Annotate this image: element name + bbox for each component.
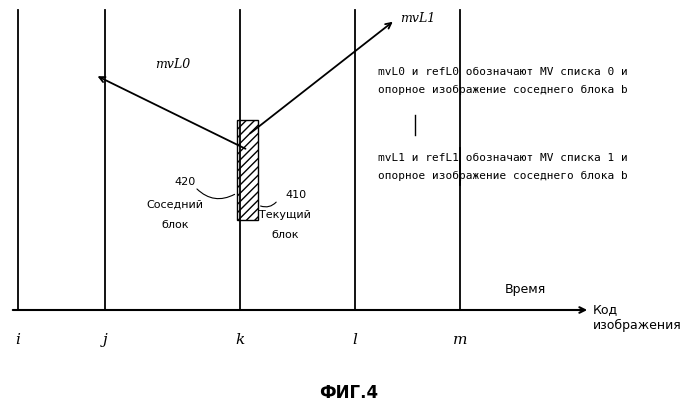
Text: изображения: изображения: [593, 318, 682, 332]
Bar: [237, 120, 258, 220]
Text: i: i: [15, 333, 20, 347]
Text: k: k: [235, 333, 244, 347]
Text: Время: Время: [505, 283, 547, 297]
Text: mvL1: mvL1: [400, 12, 436, 24]
Text: 410: 410: [285, 190, 306, 200]
Text: Соседний: Соседний: [147, 200, 204, 210]
Text: mvL1 и refL1 обозначают MV списка 1 и: mvL1 и refL1 обозначают MV списка 1 и: [378, 153, 628, 163]
Text: m: m: [453, 333, 467, 347]
Text: mvL0: mvL0: [155, 59, 191, 72]
Text: l: l: [352, 333, 357, 347]
Text: опорное изображение соседнего блока b: опорное изображение соседнего блока b: [378, 85, 628, 95]
Text: Текущий: Текущий: [259, 210, 311, 220]
Text: 420: 420: [174, 177, 195, 187]
Text: блок: блок: [161, 220, 188, 230]
Text: mvL0 и refL0 обозначают MV списка 0 и: mvL0 и refL0 обозначают MV списка 0 и: [378, 67, 628, 77]
Text: опорное изображение соседнего блока b: опорное изображение соседнего блока b: [378, 171, 628, 181]
Text: Код: Код: [593, 304, 618, 316]
Text: ФИГ.4: ФИГ.4: [320, 384, 378, 402]
Text: j: j: [103, 333, 107, 347]
Text: блок: блок: [272, 230, 299, 240]
